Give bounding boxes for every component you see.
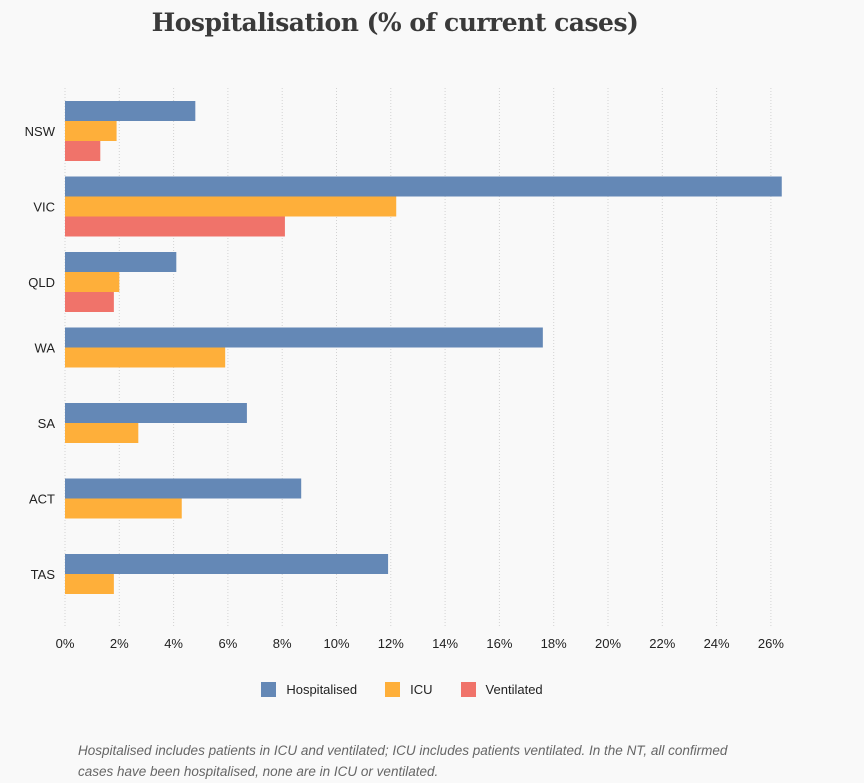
- bar-ventilated-qld: [65, 292, 114, 312]
- bar-icu-nsw: [65, 121, 117, 141]
- chart-title: Hospitalisation (% of current cases): [151, 8, 639, 37]
- bar-hospitalised-vic: [65, 176, 782, 197]
- x-tick-label: 8%: [273, 636, 292, 651]
- category-label: WA: [35, 341, 56, 356]
- legend-item-hospitalised: Hospitalised: [261, 682, 357, 697]
- bar-chart: 0% 2% 4% 6% 8% 10% 12% 14% 16% 18% 20% 22% 24% 26% NSW…: [25, 88, 784, 651]
- legend-label: Ventilated: [485, 682, 543, 697]
- bar-icu-tas: [65, 574, 114, 594]
- footnote: Hospitalised includes patients in ICU an…: [78, 743, 728, 779]
- bar-hospitalised-act: [65, 478, 302, 499]
- bar-hospitalised-sa: [65, 403, 247, 423]
- bar-icu-act: [65, 498, 182, 519]
- bar-icu-qld: [65, 272, 120, 292]
- bar-icu-sa: [65, 423, 139, 443]
- x-tick-label: 2%: [110, 636, 129, 651]
- bar-hospitalised-nsw: [65, 101, 196, 121]
- x-tick-label: 26%: [758, 636, 784, 651]
- legend-swatch: [261, 682, 277, 697]
- x-tick-label: 0%: [56, 636, 75, 651]
- x-tick-label: 14%: [432, 636, 458, 651]
- bar-ventilated-vic: [65, 216, 285, 237]
- x-tick-label: 6%: [219, 636, 238, 651]
- x-tick-label: 20%: [595, 636, 621, 651]
- category-label: TAS: [31, 567, 56, 582]
- x-tick-label: 22%: [649, 636, 675, 651]
- x-tick-label: 12%: [378, 636, 404, 651]
- bar-icu-wa: [65, 347, 226, 368]
- bar-hospitalised-wa: [65, 327, 543, 348]
- bar-icu-vic: [65, 196, 397, 217]
- legend-label: ICU: [410, 682, 433, 697]
- category-label: NSW: [25, 124, 56, 139]
- x-tick-label: 24%: [704, 636, 730, 651]
- chart-legend: Hospitalised ICU Ventilated: [0, 682, 864, 697]
- category-label: SA: [38, 416, 56, 431]
- legend-swatch: [385, 682, 401, 697]
- x-tick-label: 16%: [486, 636, 512, 651]
- legend-item-ventilated: Ventilated: [460, 682, 543, 697]
- legend-swatch: [460, 682, 476, 697]
- bar-hospitalised-qld: [65, 252, 177, 272]
- category-label: QLD: [28, 275, 55, 290]
- x-tick-label: 10%: [323, 636, 349, 651]
- bar-ventilated-nsw: [65, 141, 101, 161]
- x-tick-label: 18%: [541, 636, 567, 651]
- legend-item-icu: ICU: [385, 682, 433, 697]
- x-tick-label: 4%: [164, 636, 183, 651]
- category-label: ACT: [29, 492, 55, 507]
- legend-label: Hospitalised: [286, 682, 358, 697]
- bar-hospitalised-tas: [65, 554, 389, 574]
- category-label: VIC: [33, 200, 55, 215]
